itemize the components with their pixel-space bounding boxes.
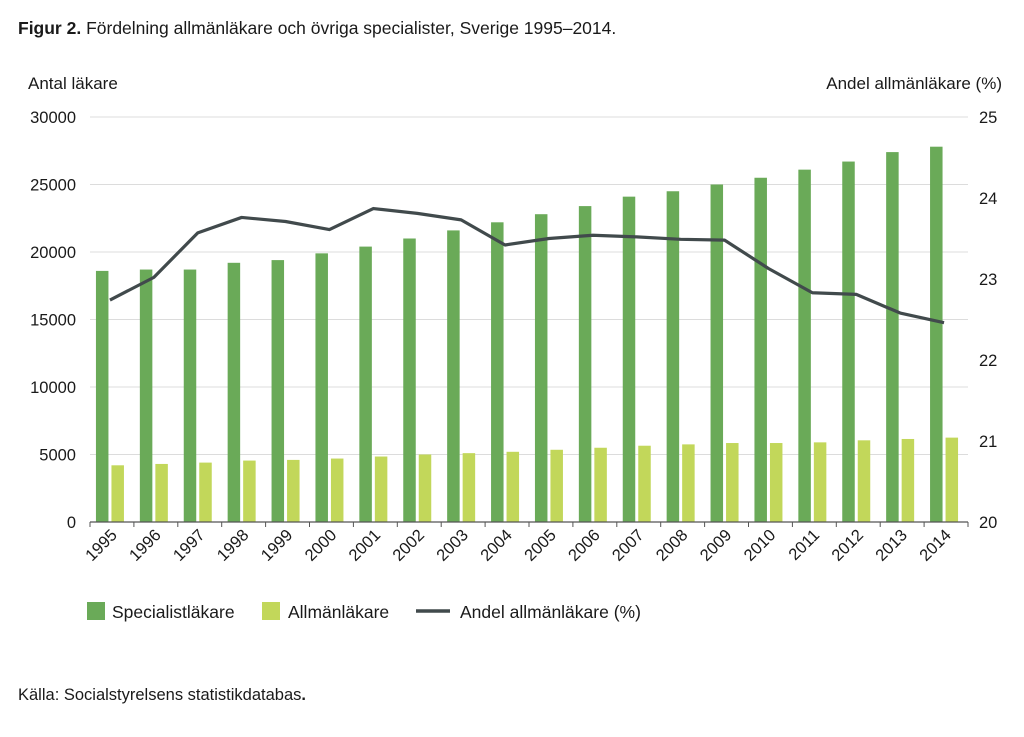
bar-allmanlakare	[550, 449, 563, 522]
bar-specialistlakare	[271, 260, 285, 522]
bar-specialistlakare	[754, 177, 767, 522]
bar-allmanlakare	[594, 447, 607, 522]
bars	[95, 146, 959, 523]
legend-label-specialistlakare: Specialistläkare	[112, 602, 235, 622]
bar-allmanlakare	[726, 443, 739, 522]
x-tick-label: 2012	[828, 526, 867, 565]
bar-specialistlakare	[622, 196, 636, 522]
bar-specialistlakare	[403, 238, 416, 522]
legend-label-andel: Andel allmänläkare (%)	[460, 602, 641, 622]
x-tick-label: 2004	[477, 526, 516, 565]
bar-specialistlakare	[315, 253, 328, 522]
bar-specialistlakare	[930, 146, 943, 522]
source-note: Källa: Socialstyrelsens statistikdatabas…	[18, 686, 306, 705]
y2-tick-label: 22	[979, 352, 997, 370]
bar-specialistlakare	[359, 246, 372, 522]
y2-tick-label: 20	[979, 514, 997, 532]
y2-tick-label: 25	[979, 109, 997, 127]
bar-allmanlakare	[243, 460, 256, 522]
y-tick-label: 25000	[30, 177, 76, 195]
legend: Specialistläkare Allmänläkare Andel allmän…	[87, 602, 641, 622]
bar-specialistlakare	[578, 206, 592, 522]
y2-axis-label: Andel allmänläkare (%)	[826, 74, 1002, 93]
y-tick-label: 20000	[30, 244, 76, 262]
source-text: Källa: Socialstyrelsens statistikdatabas	[18, 686, 302, 704]
gridlines	[90, 116, 968, 455]
x-tick-label: 1997	[170, 526, 209, 565]
y-tick-label: 10000	[30, 379, 76, 397]
x-tick-label: 2003	[433, 526, 472, 565]
bar-allmanlakare	[418, 454, 432, 522]
legend-swatch-allmanlakare	[262, 602, 280, 620]
x-tick-label: 2007	[609, 526, 648, 565]
bar-allmanlakare	[330, 458, 344, 522]
bar-allmanlakare	[155, 463, 168, 522]
bar-specialistlakare	[447, 230, 460, 522]
x-tick-label: 1995	[82, 526, 121, 565]
x-tick-label: 1996	[126, 526, 165, 565]
bar-specialistlakare	[95, 270, 109, 522]
figure-caption-text: Fördelning allmänläkare och övriga speci…	[81, 18, 617, 38]
line-andel-allmanlakare	[109, 206, 945, 325]
x-tick-label: 2010	[741, 526, 780, 565]
bar-allmanlakare	[462, 453, 476, 522]
figure-caption: Figur 2. Fördelning allmänläkare och övr…	[18, 18, 616, 39]
bar-specialistlakare	[139, 269, 153, 522]
y-tick-label: 15000	[30, 312, 76, 330]
bar-allmanlakare	[857, 440, 871, 522]
bar-allmanlakare	[506, 451, 520, 522]
source-period: .	[301, 686, 306, 704]
x-tick-label: 2008	[653, 526, 692, 565]
y2-tick-label: 21	[979, 433, 997, 451]
x-tick-label: 2000	[302, 526, 341, 565]
y-axis-label: Antal läkare	[28, 74, 118, 93]
bar-allmanlakare	[638, 445, 651, 522]
bar-specialistlakare	[666, 191, 680, 522]
bar-specialistlakare	[886, 152, 899, 522]
bar-specialistlakare	[183, 269, 197, 522]
bar-allmanlakare	[199, 462, 212, 522]
bar-allmanlakare	[111, 465, 124, 522]
x-tick-label: 2009	[697, 526, 736, 565]
y-tick-label: 30000	[30, 109, 76, 127]
bar-allmanlakare	[769, 443, 783, 522]
share-line	[109, 206, 945, 325]
bar-allmanlakare	[682, 444, 695, 522]
legend-label-allmanlakare: Allmänläkare	[288, 602, 389, 622]
x-tick-label: 2002	[389, 526, 428, 565]
bar-allmanlakare	[901, 438, 915, 522]
x-tick-label: 2014	[916, 526, 955, 565]
bar-specialistlakare	[227, 262, 241, 522]
x-tick-label: 2001	[345, 526, 384, 565]
bar-specialistlakare	[491, 222, 504, 523]
bar-allmanlakare	[945, 437, 959, 522]
legend-swatch-specialistlakare	[87, 602, 105, 620]
x-tick-label: 1999	[258, 526, 297, 565]
bar-specialistlakare	[798, 169, 811, 522]
y-tick-label: 5000	[39, 447, 76, 465]
bar-specialistlakare	[842, 161, 855, 523]
x-tick-label: 2005	[521, 526, 560, 565]
bar-allmanlakare	[374, 456, 388, 522]
bar-allmanlakare	[287, 459, 300, 522]
bar-specialistlakare	[710, 184, 724, 522]
x-tick-label: 2013	[872, 526, 911, 565]
y2-tick-label: 24	[979, 190, 997, 208]
bar-allmanlakare	[813, 442, 827, 522]
x-tick-label: 2011	[785, 526, 823, 564]
y2-tick-label: 23	[979, 271, 997, 289]
bar-specialistlakare	[534, 214, 548, 522]
figure-label: Figur 2.	[18, 18, 82, 38]
x-tick-label: 1998	[214, 526, 253, 565]
x-tick-label: 2006	[565, 526, 604, 565]
y-tick-label: 0	[67, 514, 76, 532]
